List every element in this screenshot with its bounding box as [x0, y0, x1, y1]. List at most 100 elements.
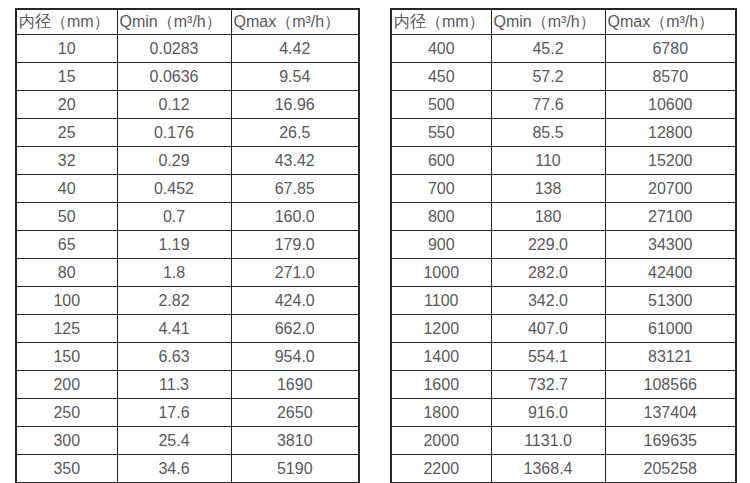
- table-row: 150.06369.54: [16, 63, 359, 91]
- table-row: 1800916.0137404: [391, 399, 736, 427]
- table-cell: 1200: [391, 315, 491, 343]
- column-header-qmin: Qmin（m³/h）: [117, 9, 231, 35]
- table-cell: 9.54: [231, 63, 359, 91]
- table-body: 100.02834.42150.06369.54200.1216.96250.1…: [16, 35, 359, 483]
- table-cell: 916.0: [491, 399, 605, 427]
- table-cell: 45.2: [491, 35, 605, 63]
- table-cell: 34300: [605, 231, 736, 259]
- table-row: 500.7160.0: [16, 203, 359, 231]
- table-cell: 800: [391, 203, 491, 231]
- table-cell: 1131.0: [491, 427, 605, 455]
- table-row: 20011.31690: [16, 371, 359, 399]
- table-row: 60011015200: [391, 147, 736, 175]
- table-row: 1254.41662.0: [16, 315, 359, 343]
- table-row: 55085.512800: [391, 119, 736, 147]
- table-cell: 26.5: [231, 119, 359, 147]
- table-cell: 160.0: [231, 203, 359, 231]
- table-row: 1506.63954.0: [16, 343, 359, 371]
- table-cell: 125: [16, 315, 117, 343]
- table-row: 200.1216.96: [16, 91, 359, 119]
- table-row: 1100342.051300: [391, 287, 736, 315]
- table-cell: 42400: [605, 259, 736, 287]
- table-cell: 27100: [605, 203, 736, 231]
- table-cell: 15200: [605, 147, 736, 175]
- table-row: 22001368.4205258: [391, 455, 736, 483]
- table-cell: 85.5: [491, 119, 605, 147]
- table-cell: 20700: [605, 175, 736, 203]
- table-cell: 1600: [391, 371, 491, 399]
- table-row: 40045.26780: [391, 35, 736, 63]
- table-cell: 0.0636: [117, 63, 231, 91]
- table-row: 20001131.0169635: [391, 427, 736, 455]
- table-cell: 1690: [231, 371, 359, 399]
- table-row: 80018027100: [391, 203, 736, 231]
- table-row: 801.8271.0: [16, 259, 359, 287]
- table-cell: 3810: [231, 427, 359, 455]
- table-row: 70013820700: [391, 175, 736, 203]
- column-header-qmax: Qmax（m³/h）: [231, 9, 359, 35]
- table-body: 40045.2678045057.2857050077.61060055085.…: [391, 35, 736, 483]
- table-cell: 10: [16, 35, 117, 63]
- table-cell: 150: [16, 343, 117, 371]
- table-cell: 32: [16, 147, 117, 175]
- table-cell: 51300: [605, 287, 736, 315]
- flow-spec-table-small-diameter: 内径（mm） Qmin（m³/h） Qmax（m³/h） 100.02834.4…: [15, 8, 360, 483]
- table-cell: 6.63: [117, 343, 231, 371]
- table-cell: 100: [16, 287, 117, 315]
- table-cell: 1100: [391, 287, 491, 315]
- table-cell: 179.0: [231, 231, 359, 259]
- table-row: 320.2943.42: [16, 147, 359, 175]
- table-cell: 20: [16, 91, 117, 119]
- table-cell: 2.82: [117, 287, 231, 315]
- table-cell: 4.41: [117, 315, 231, 343]
- table-cell: 554.1: [491, 343, 605, 371]
- table-cell: 1000: [391, 259, 491, 287]
- table-cell: 83121: [605, 343, 736, 371]
- table-row: 50077.610600: [391, 91, 736, 119]
- table-cell: 400: [391, 35, 491, 63]
- column-header-diameter: 内径（mm）: [16, 9, 117, 35]
- table-cell: 137404: [605, 399, 736, 427]
- table-cell: 407.0: [491, 315, 605, 343]
- table-row: 1002.82424.0: [16, 287, 359, 315]
- table-cell: 34.6: [117, 455, 231, 483]
- table-cell: 17.6: [117, 399, 231, 427]
- table-cell: 4.42: [231, 35, 359, 63]
- table-cell: 5190: [231, 455, 359, 483]
- table-cell: 200: [16, 371, 117, 399]
- table-cell: 600: [391, 147, 491, 175]
- table-cell: 1.19: [117, 231, 231, 259]
- table-cell: 732.7: [491, 371, 605, 399]
- table-cell: 67.85: [231, 175, 359, 203]
- table-cell: 0.176: [117, 119, 231, 147]
- table-row: 651.19179.0: [16, 231, 359, 259]
- table-cell: 12800: [605, 119, 736, 147]
- table-cell: 77.6: [491, 91, 605, 119]
- table-cell: 342.0: [491, 287, 605, 315]
- table-row: 1400554.183121: [391, 343, 736, 371]
- table-cell: 450: [391, 63, 491, 91]
- table-cell: 0.12: [117, 91, 231, 119]
- table-row: 25017.62650: [16, 399, 359, 427]
- flow-spec-table-large-diameter: 内径（mm） Qmin（m³/h） Qmax（m³/h） 40045.26780…: [390, 8, 737, 483]
- column-header-qmax: Qmax（m³/h）: [605, 9, 736, 35]
- table-cell: 0.7: [117, 203, 231, 231]
- table-row: 1600732.7108566: [391, 371, 736, 399]
- table-header-row: 内径（mm） Qmin（m³/h） Qmax（m³/h）: [16, 9, 359, 35]
- table-row: 1200407.061000: [391, 315, 736, 343]
- table-cell: 16.96: [231, 91, 359, 119]
- table-cell: 350: [16, 455, 117, 483]
- table-cell: 229.0: [491, 231, 605, 259]
- table-cell: 61000: [605, 315, 736, 343]
- table-cell: 169635: [605, 427, 736, 455]
- table-cell: 1368.4: [491, 455, 605, 483]
- table-cell: 25.4: [117, 427, 231, 455]
- table-row: 900229.034300: [391, 231, 736, 259]
- table-cell: 11.3: [117, 371, 231, 399]
- table-header-row: 内径（mm） Qmin（m³/h） Qmax（m³/h）: [391, 9, 736, 35]
- table-cell: 43.42: [231, 147, 359, 175]
- table-cell: 0.29: [117, 147, 231, 175]
- table-cell: 110: [491, 147, 605, 175]
- table-cell: 954.0: [231, 343, 359, 371]
- table-row: 250.17626.5: [16, 119, 359, 147]
